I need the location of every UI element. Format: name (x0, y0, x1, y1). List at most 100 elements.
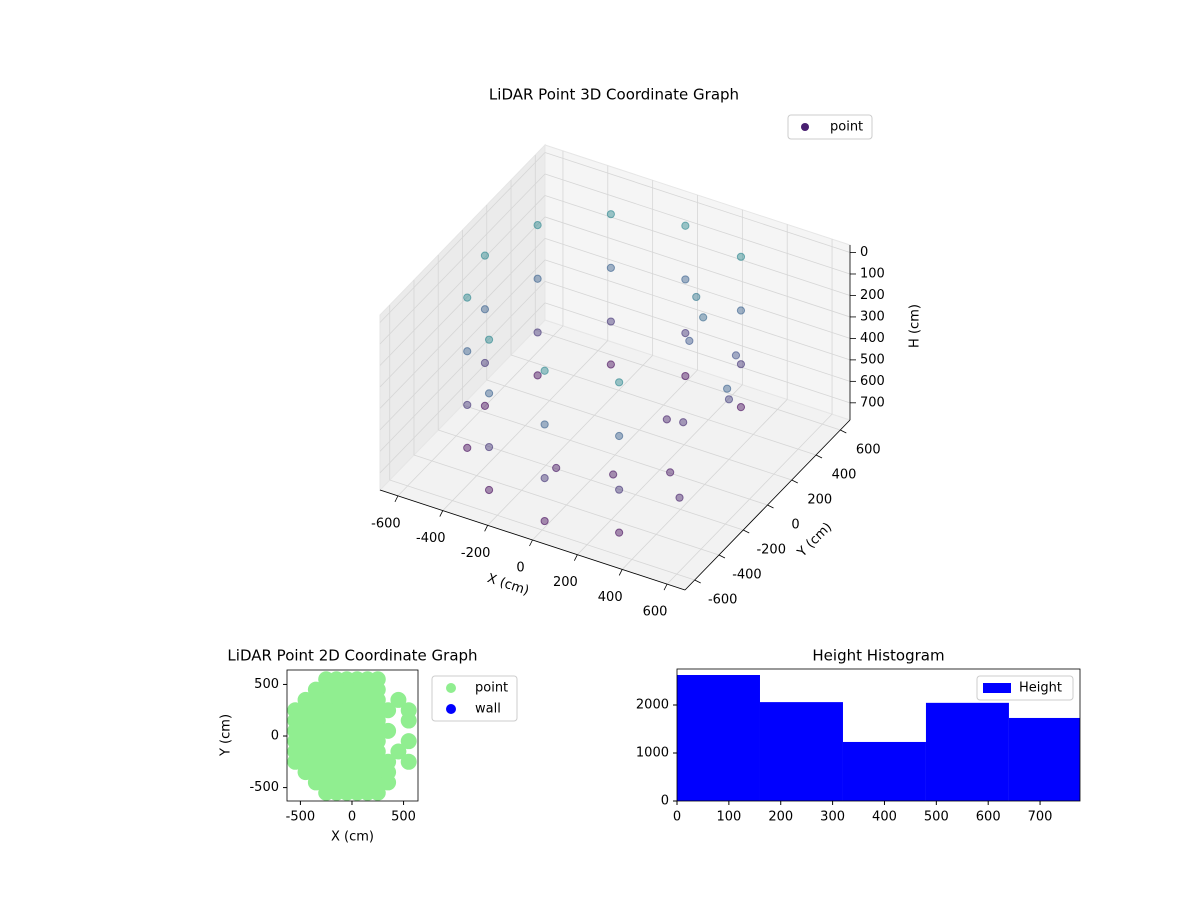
point (736, 360, 746, 369)
grid-line (379, 216, 546, 388)
point (681, 329, 690, 338)
grid-line (389, 479, 695, 581)
point (484, 335, 494, 344)
z-tick-label: 200 (860, 288, 885, 303)
axes-frame (676, 668, 1081, 802)
legend-label: Height (1019, 681, 1062, 696)
grid-line (379, 302, 546, 474)
tick-mark (439, 510, 444, 517)
point (724, 395, 734, 404)
point (480, 251, 490, 260)
bar (759, 702, 843, 801)
x-tick-label: -500 (286, 810, 316, 825)
point (533, 328, 542, 337)
tick-mark (767, 504, 774, 509)
z-tick-label: 300 (860, 309, 885, 324)
point (533, 220, 542, 230)
x-tick-label: 700 (1028, 810, 1053, 825)
tick-mark (694, 579, 701, 584)
point (380, 722, 397, 739)
tick-mark (394, 495, 399, 503)
z-tick-label: 100 (860, 266, 885, 281)
point (380, 774, 397, 791)
point (736, 403, 746, 412)
grid-line (462, 404, 768, 506)
x-tick-label: 0 (348, 810, 356, 825)
tick-mark (791, 479, 798, 484)
tick-mark (573, 554, 578, 561)
tick-mark (484, 525, 489, 532)
point (606, 263, 615, 272)
y-tick-label: 0 (791, 518, 799, 533)
y-tick-label: 0 (271, 729, 279, 744)
point (463, 443, 472, 452)
x-tick-label: 300 (820, 810, 845, 825)
point (685, 336, 694, 346)
grid-line (544, 302, 851, 404)
grid-line (438, 429, 744, 531)
plot-area (287, 671, 417, 801)
point (533, 274, 542, 283)
grid-line (544, 173, 851, 275)
legend-marker (983, 683, 1011, 693)
point (606, 360, 615, 369)
grid-line (379, 281, 546, 452)
point (540, 474, 549, 483)
grid-line (544, 280, 851, 382)
axes-frame (286, 669, 419, 802)
point (723, 384, 732, 393)
y-tick-label: -400 (732, 568, 762, 583)
legend-marker (446, 704, 456, 714)
legend-label: wall (475, 702, 501, 717)
chart-histogram: 0 100 200 300 400 500 600 700 0 1000 2000 Height Hi… (636, 647, 1081, 825)
x-tick-label: 600 (643, 605, 668, 620)
tick-mark (718, 554, 726, 559)
y-tick-label: 2000 (636, 698, 669, 713)
point (606, 317, 615, 326)
legend-label: point (830, 120, 863, 135)
grid-line (544, 259, 851, 361)
grid-line (379, 195, 546, 366)
point (615, 485, 624, 494)
grid-line (379, 173, 546, 345)
chart-title: Height Histogram (812, 647, 944, 665)
y-axis-label: Y (cm) (794, 520, 835, 561)
point (484, 485, 494, 495)
point (679, 418, 688, 427)
x-tick-label: 200 (768, 810, 793, 825)
legend-marker (446, 683, 456, 693)
point (369, 784, 386, 801)
y-tick-label: -500 (249, 780, 279, 795)
y-tick-label: 0 (661, 794, 669, 809)
legend-marker (801, 123, 809, 131)
legend-label: point (475, 681, 508, 696)
point (615, 378, 624, 387)
tick-mark (840, 429, 847, 434)
x-tick-label: 0 (516, 561, 524, 576)
point (390, 743, 407, 760)
y-tick-label: 1000 (636, 746, 669, 761)
bar (677, 675, 760, 801)
point (480, 401, 490, 411)
x-tick-label: 400 (598, 590, 623, 605)
grid-line (379, 152, 546, 323)
x-axis-line (379, 489, 686, 591)
point (731, 351, 741, 360)
point (540, 366, 549, 375)
y-tick-label: -200 (756, 543, 786, 558)
point (463, 293, 472, 302)
point (675, 493, 684, 502)
x-axis-label: X (cm) (331, 830, 374, 845)
grid-line (544, 152, 851, 253)
z-tick-label: 400 (860, 331, 885, 346)
bar (842, 741, 926, 801)
z-tick-label: 0 (860, 245, 868, 260)
grid-line (379, 238, 546, 409)
point (736, 306, 746, 315)
point (540, 420, 549, 429)
grid-line (379, 259, 546, 431)
x-tick-label: 500 (924, 810, 949, 825)
z-axis-label: H (cm) (908, 304, 923, 348)
x-tick-label: 100 (716, 810, 741, 825)
